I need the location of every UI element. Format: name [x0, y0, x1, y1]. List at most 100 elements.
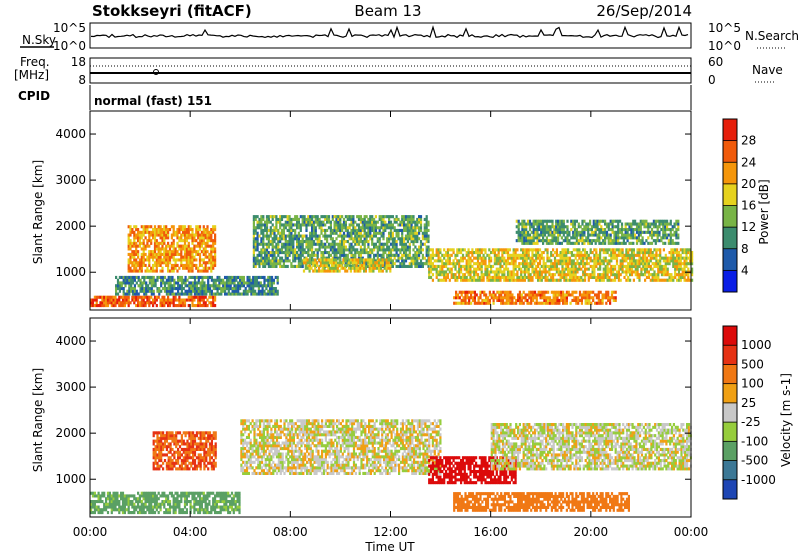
data-cell: [555, 230, 558, 234]
data-cell: [572, 230, 575, 234]
data-cell: [531, 251, 534, 255]
data-cell: [594, 228, 597, 232]
data-cell: [573, 222, 577, 226]
data-cell: [568, 233, 571, 237]
data-cell: [357, 240, 361, 244]
data-cell: [220, 292, 223, 296]
data-cell: [314, 248, 317, 252]
data-cell: [155, 258, 158, 262]
data-cell: [369, 220, 372, 224]
data-cell: [395, 251, 398, 255]
data-cell: [305, 220, 308, 224]
data-cell: [617, 228, 620, 232]
data-cell: [511, 301, 514, 305]
data-cell: [645, 230, 648, 234]
data-cell: [114, 298, 117, 302]
data-cell: [189, 263, 192, 267]
data-cell: [652, 230, 655, 234]
data-cell: [385, 258, 388, 262]
data-cell: [483, 293, 486, 297]
data-cell: [548, 296, 552, 300]
data-cell: [439, 251, 442, 255]
data-cell: [178, 292, 182, 296]
data-cell: [507, 296, 510, 300]
data-cell: [528, 233, 532, 237]
data-cell: [644, 253, 647, 257]
data-cell: [316, 240, 319, 244]
data-cell: [393, 217, 396, 221]
data-cell: [131, 261, 134, 265]
data-cell: [286, 223, 289, 227]
data-cell: [632, 264, 635, 268]
data-cell: [660, 219, 663, 223]
data-cell: [668, 259, 671, 263]
data-cell: [305, 256, 308, 260]
data-cell: [321, 269, 324, 273]
data-cell: [602, 273, 605, 277]
data-cell: [642, 264, 645, 268]
data-cell: [636, 253, 639, 257]
data-cell: [350, 215, 353, 219]
data-cell: [613, 233, 616, 237]
data-cell: [350, 220, 353, 224]
data-cell: [423, 228, 426, 232]
data-cell: [148, 289, 151, 293]
data-cell: [201, 281, 204, 285]
data-cell: [110, 295, 113, 299]
data-cell: [374, 220, 377, 224]
data-cell: [582, 248, 585, 252]
data-cell: [552, 298, 555, 302]
data-cell: [145, 275, 148, 279]
data-cell: [359, 215, 362, 219]
data-cell: [525, 262, 528, 266]
data-cell: [584, 301, 587, 305]
data-cell: [202, 261, 205, 265]
data-cell: [240, 284, 244, 288]
data-cell: [537, 275, 540, 279]
data-cell: [423, 242, 426, 246]
data-cell: [173, 281, 176, 285]
data-cell: [484, 248, 487, 252]
data-cell: [146, 295, 149, 299]
data-cell: [212, 230, 215, 234]
data-cell: [527, 241, 530, 245]
data-cell: [212, 244, 215, 248]
data-cell: [610, 267, 613, 271]
data-cell: [344, 245, 347, 249]
data-cell: [406, 256, 409, 260]
data-cell: [297, 264, 300, 268]
data-cell: [584, 298, 587, 302]
data-cell: [163, 233, 166, 237]
data-cell: [175, 281, 178, 285]
data-cell: [312, 240, 316, 244]
data-cell: [152, 301, 155, 305]
data-cell: [623, 259, 626, 263]
data-cell: [679, 267, 682, 271]
data-cell: [376, 220, 379, 224]
data-cell: [428, 267, 431, 271]
data-cell: [273, 228, 276, 232]
data-cell: [282, 223, 285, 227]
data-cell: [668, 275, 671, 279]
data-cell: [265, 259, 269, 263]
data-cell: [570, 228, 573, 232]
data-cell: [518, 253, 521, 257]
data-cell: [427, 245, 430, 249]
data-cell: [454, 278, 457, 282]
data-cell: [642, 253, 645, 257]
data-cell: [553, 236, 556, 240]
data-cell: [423, 217, 426, 221]
data-cell: [338, 263, 341, 267]
data-cell: [152, 284, 155, 288]
data-cell: [668, 256, 671, 260]
data-cell: [210, 284, 213, 288]
data-cell: [159, 225, 162, 229]
data-cell: [371, 228, 374, 232]
data-cell: [333, 248, 336, 252]
data-cell: [379, 263, 383, 267]
data-cell: [142, 258, 145, 262]
data-cell: [150, 281, 153, 285]
data-cell: [393, 242, 396, 246]
data-cell: [199, 275, 202, 279]
data-cell: [363, 226, 366, 230]
